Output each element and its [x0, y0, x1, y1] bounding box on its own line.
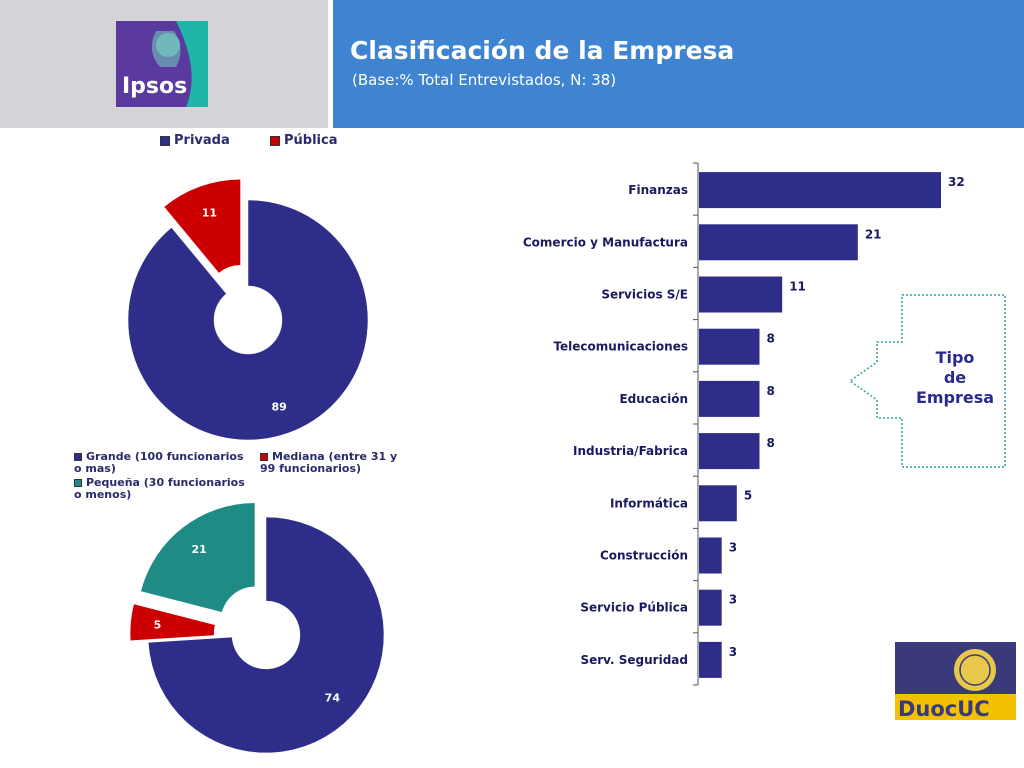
bar-category-label-4: Educación: [619, 392, 688, 406]
bar-category-label-6: Informática: [610, 496, 688, 510]
legend-swatch-pequena: [74, 479, 82, 487]
legend-item-grande: Grande (100 funcionarios o mas): [74, 451, 249, 475]
callout-label: Tipo de Empresa: [905, 348, 1005, 408]
header-gray-panel: Ipsos: [0, 0, 328, 128]
bar-category-label-2: Servicios S/E: [601, 288, 688, 302]
callout-line-1: Tipo: [935, 348, 975, 367]
legend-swatch-privada: [160, 135, 170, 146]
legend-swatch-publica: [270, 135, 280, 146]
callout-line-3: Empresa: [915, 388, 995, 407]
ipsos-logo-text: Ipsos: [122, 74, 187, 99]
legend-item-publica: Pública: [270, 133, 337, 148]
duoc-logo-graphic: DuocUC: [895, 642, 1016, 721]
bar-value-label-1: 21: [865, 227, 882, 241]
legend-label-mediana: Mediana (entre 31 y 99 funcionarios): [260, 450, 398, 475]
donut-chart-sector: 89 11: [127, 179, 369, 441]
donut1-slice-0: [127, 199, 369, 441]
legend-label-publica: Pública: [284, 133, 338, 148]
legend-label-grande: Grande (100 funcionarios o mas): [74, 450, 244, 475]
bar-category-label-0: Finanzas: [628, 183, 688, 197]
bar-2: [699, 276, 783, 313]
donut2-slice-2: [140, 502, 256, 613]
donut2-label-2: 21: [192, 543, 207, 556]
legend-swatch-grande: [74, 453, 82, 461]
bar-9: [699, 641, 722, 678]
donut2-slice-1: [129, 603, 216, 641]
donut-chart-size: 74 5 21: [129, 502, 385, 754]
legend-swatch-mediana: [260, 453, 268, 461]
page-title: Clasificación de la Empresa: [350, 36, 735, 65]
bar-0: [699, 172, 941, 209]
bar-value-label-9: 3: [729, 645, 737, 659]
bar-category-label-9: Serv. Seguridad: [580, 653, 688, 667]
ipsos-logo: Ipsos: [116, 21, 208, 107]
donut1-label-0: 89: [272, 401, 287, 414]
legend-label-pequena: Pequeña (30 funcionarios o menos): [74, 476, 245, 501]
bar-6: [699, 485, 737, 522]
bar-4: [699, 380, 760, 417]
bar-value-label-8: 3: [729, 593, 737, 607]
bar-chart-tipo-empresa: Finanzas 32 Comercio y Manufactura 21 Servic…: [523, 162, 965, 686]
bar-category-label-7: Construcción: [600, 549, 688, 563]
bar-value-label-2: 11: [789, 280, 806, 294]
duoc-logo-text: DuocUC: [898, 697, 990, 720]
bar-value-label-4: 8: [767, 384, 775, 398]
bar-5: [699, 433, 760, 470]
bar-7: [699, 537, 722, 574]
bar-value-label-5: 8: [767, 436, 775, 450]
bar-category-label-3: Telecomunicaciones: [553, 340, 688, 354]
callout-line-2: de: [943, 368, 967, 387]
header-blue-panel: [333, 0, 1024, 128]
legend-item-privada: Privada: [160, 133, 230, 148]
donut1-label-1: 11: [202, 207, 217, 220]
legend-label-privada: Privada: [174, 133, 230, 148]
legend-item-mediana: Mediana (entre 31 y 99 funcionarios): [260, 451, 410, 475]
donut2-label-0: 74: [325, 691, 341, 704]
duoc-logo: DuocUC: [895, 642, 1016, 721]
bar-value-label-0: 32: [948, 175, 965, 189]
bar-value-label-7: 3: [729, 541, 737, 555]
donut1-slice-1: [163, 179, 241, 274]
page-subtitle: (Base:% Total Entrevistados, N: 38): [352, 71, 617, 89]
donut2-label-1: 5: [154, 619, 162, 632]
bar-1: [699, 224, 858, 261]
bar-category-label-5: Industria/Fabrica: [573, 444, 688, 458]
bar-value-label-3: 8: [767, 332, 775, 346]
bar-value-label-6: 5: [744, 488, 752, 502]
callout-arrow: [848, 294, 1006, 468]
bar-8: [699, 589, 722, 626]
bar-3: [699, 328, 760, 365]
legend-item-pequena: Pequeña (30 funcionarios o menos): [74, 477, 249, 501]
bar-category-label-8: Servicio Pública: [580, 601, 688, 615]
bar-category-label-1: Comercio y Manufactura: [523, 235, 688, 249]
donut2-slice-0: [147, 516, 385, 754]
